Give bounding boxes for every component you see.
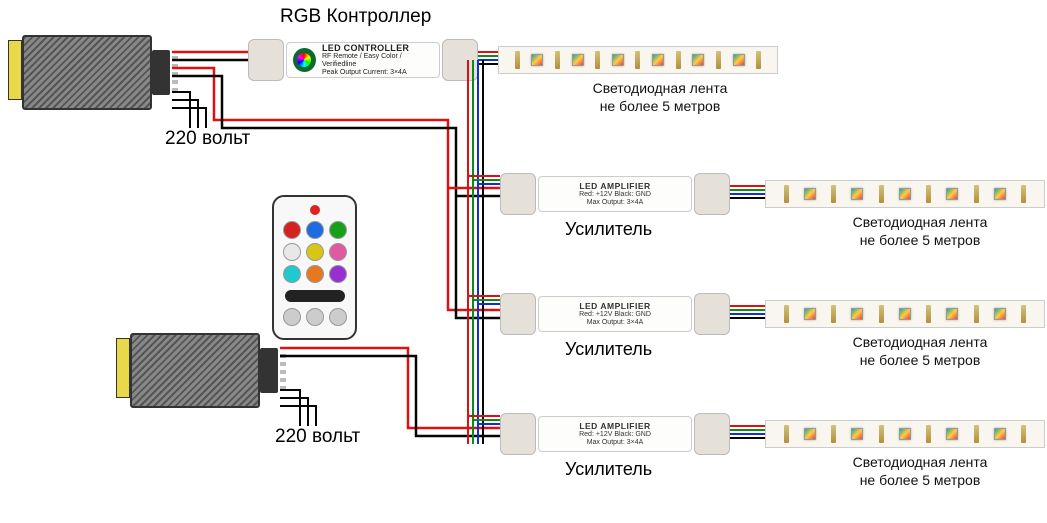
amp1-label: Усилитель (565, 219, 652, 240)
rgb-icon (293, 48, 316, 72)
strip4-caption: Светодиодная лентане более 5 метров (800, 454, 1040, 489)
led-amplifier-1: LED AMPLIFIER Red: +12V Black: GND Max O… (500, 173, 730, 215)
controller-line2: Peak Output Current: 3×4A (322, 69, 433, 77)
power-supply-2 (130, 333, 260, 408)
led-controller: LED CONTROLLER RF Remote / Easy Color / … (248, 39, 478, 81)
amp3-label: Усилитель (565, 459, 652, 480)
remote-color-buttons (282, 221, 347, 283)
diagram-title: RGB Контроллер (280, 6, 431, 28)
controller-line1: RF Remote / Easy Color / Verifiedline (322, 53, 433, 68)
psu1-voltage-label: 220 вольт (165, 128, 250, 150)
strip2-caption: Светодиодная лентане более 5 метров (800, 214, 1040, 249)
psu2-voltage-label: 220 вольт (275, 426, 360, 448)
amp2-label: Усилитель (565, 339, 652, 360)
strip1-caption: Светодиодная лентане более 5 метров (540, 80, 780, 115)
rf-remote (272, 195, 357, 340)
led-amplifier-2: LED AMPLIFIER Red: +12V Black: GND Max O… (500, 293, 730, 335)
led-strip-4 (765, 420, 1045, 448)
power-supply-1 (22, 35, 152, 110)
led-amplifier-3: LED AMPLIFIER Red: +12V Black: GND Max O… (500, 413, 730, 455)
controller-title: LED CONTROLLER (322, 44, 433, 54)
strip3-caption: Светодиодная лентане более 5 метров (800, 334, 1040, 369)
led-strip-3 (765, 300, 1045, 328)
led-strip-2 (765, 180, 1045, 208)
led-strip-1 (498, 46, 778, 74)
